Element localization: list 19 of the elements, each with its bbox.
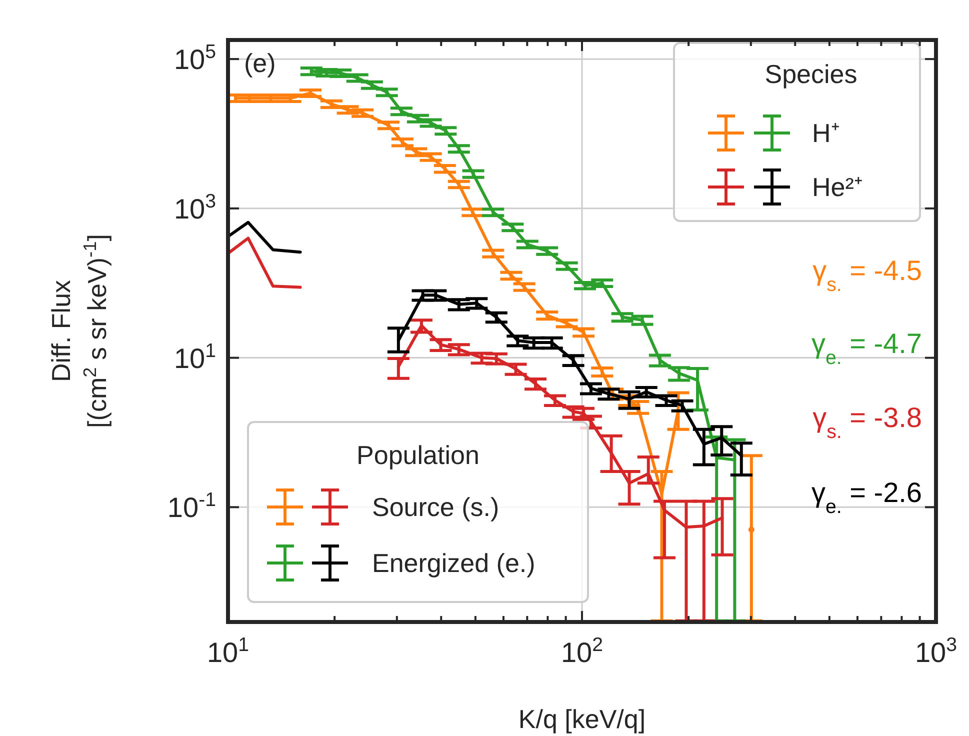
annotation: γ$_{e.}$ = -4.7 xyxy=(811,328,922,369)
x-axis-title: K/q [keV/q] xyxy=(518,704,646,734)
y-tick-label: 10$^{1}$ xyxy=(174,340,216,374)
annotation: Energized (e.) xyxy=(372,548,536,578)
y-tick-label: 10$^{3}$ xyxy=(174,190,216,224)
annotation: H⁺ xyxy=(812,118,840,148)
annotation: He²⁺ xyxy=(812,172,863,202)
annotation: (e) xyxy=(244,48,276,78)
annotation: γ$_{e.}$ = -2.6 xyxy=(811,477,922,518)
x-tick-label: 10$^{3}$ xyxy=(914,634,958,668)
x-tick-label: 10$^{1}$ xyxy=(206,634,250,668)
annotation: Source (s.) xyxy=(372,492,500,522)
x-tick-label: 10$^{2}$ xyxy=(560,634,604,668)
annotation: γ$_{s.}$ = -3.8 xyxy=(812,402,922,443)
y-tick-label: 10$^{5}$ xyxy=(174,41,216,76)
annotation: Population xyxy=(356,440,480,470)
y-tick-label: 10$^{-1}$ xyxy=(167,489,216,524)
annotation: γ$_{s.}$ = -4.5 xyxy=(812,255,922,296)
legend-title: Species xyxy=(764,59,858,89)
